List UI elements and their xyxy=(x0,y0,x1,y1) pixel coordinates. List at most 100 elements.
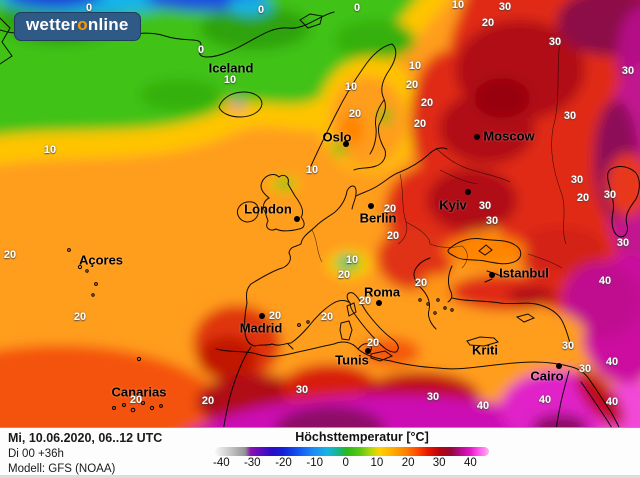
temperature-legend: Höchsttemperatur [°C] -40 -30 -20 -10 0 10 20 3… xyxy=(212,430,489,471)
country-borders xyxy=(311,39,567,269)
temp-contour-label: 30 xyxy=(570,174,584,186)
city-label-oslo: Oslo xyxy=(322,129,352,145)
temp-contour-label: 20 xyxy=(383,203,397,215)
city-dot-cairo xyxy=(556,363,562,369)
city-label-canarias: Canarias xyxy=(111,384,167,400)
temp-contour-label: 20 xyxy=(73,311,87,323)
temp-contour-label: 40 xyxy=(538,394,552,406)
city-label-moscow: Moscow xyxy=(483,128,535,144)
temp-contour-label: 10 xyxy=(451,0,465,11)
city-dot-madrid xyxy=(259,313,265,319)
temp-contour-label: 20 xyxy=(320,311,334,323)
city-label-aores: Açores xyxy=(78,252,124,268)
city-label-iceland: Iceland xyxy=(208,60,254,76)
city-dot-istanbul xyxy=(489,272,495,278)
legend-tick--10: -10 xyxy=(306,457,324,469)
model-run: Di 00 +36h xyxy=(8,448,64,460)
temp-contour-label: 20 xyxy=(576,192,590,204)
city-label-berlin: Berlin xyxy=(359,210,397,226)
temp-contour-label: 30 xyxy=(548,36,562,48)
city-dot-tunis xyxy=(365,348,371,354)
temp-contour-label: 10 xyxy=(344,81,358,93)
temp-contour-label: 10 xyxy=(305,164,319,176)
temp-contour-label: 20 xyxy=(414,277,428,289)
temp-contour-label: 30 xyxy=(478,200,492,212)
temp-contour-label: 20 xyxy=(3,249,17,261)
map-canvas xyxy=(0,0,640,427)
legend-tick-0: 0 xyxy=(342,457,349,469)
temp-contour-label: 30 xyxy=(485,215,499,227)
city-dot-berlin xyxy=(368,203,374,209)
city-label-madrid: Madrid xyxy=(239,320,283,336)
legend-color-bar xyxy=(215,447,489,456)
temp-contour-label: 20 xyxy=(413,118,427,130)
city-dot-london xyxy=(294,216,300,222)
temp-contour-label: 10 xyxy=(223,74,237,86)
temp-contour-label: 20 xyxy=(201,395,215,407)
temp-contour-label: 20 xyxy=(337,269,351,281)
temp-contour-label: 10 xyxy=(43,144,57,156)
city-dot-roma xyxy=(376,300,382,306)
model-name: Modell: GFS (NOAA) xyxy=(8,463,116,475)
city-label-kyiv: Kyiv xyxy=(439,197,467,213)
temperature-map: Iceland Oslo Moscow London Berlin Kyiv Açores I… xyxy=(0,0,640,427)
temp-contour-label: 40 xyxy=(476,400,490,412)
map-label-layer: Iceland Oslo Moscow London Berlin Kyiv Açores I… xyxy=(3,0,635,412)
legend-tick-10: 10 xyxy=(370,457,384,469)
legend-tick--20: -20 xyxy=(275,457,292,469)
temp-contour-label: 40 xyxy=(605,396,619,408)
valid-datetime: Mi, 10.06.2020, 06..12 UTC xyxy=(8,431,163,445)
temp-contour-label: 40 xyxy=(605,356,619,368)
temp-contour-label: 20 xyxy=(386,230,400,242)
temp-contour-label: 30 xyxy=(621,65,635,77)
logo-text-part2: nline xyxy=(87,15,129,34)
temp-contour-label: 0 xyxy=(197,44,205,56)
temp-contour-label: 20 xyxy=(405,79,419,91)
legend-tick-20: 20 xyxy=(401,457,415,469)
city-label-istanbul: Istanbul xyxy=(499,265,549,281)
temp-contour-label: 30 xyxy=(578,363,592,375)
logo-text-accent: o xyxy=(77,15,88,34)
legend-tick--40: -40 xyxy=(212,457,230,469)
small-islands xyxy=(67,248,454,413)
logo-text-part1: wetter xyxy=(26,15,78,34)
legend-tick-40: 40 xyxy=(463,457,477,469)
temp-contour-label: 30 xyxy=(295,384,309,396)
wetteronline-logo: wetteronline xyxy=(14,12,141,41)
city-dot-kyiv xyxy=(465,189,471,195)
temp-contour-label: 0 xyxy=(85,2,93,14)
temp-contour-label: 10 xyxy=(408,60,422,72)
temp-contour-label: 10 xyxy=(345,254,359,266)
temp-contour-label: 0 xyxy=(353,2,361,14)
temp-contour-label: 20 xyxy=(129,394,143,406)
temp-contour-label: 30 xyxy=(426,391,440,403)
temp-contour-label: 40 xyxy=(598,275,612,287)
city-label-cairo: Cairo xyxy=(530,368,564,384)
city-label-kriti: Kriti xyxy=(472,342,498,358)
temp-contour-label: 30 xyxy=(561,340,575,352)
city-label-london: London xyxy=(244,201,292,217)
temp-contour-label: 20 xyxy=(366,337,380,349)
temp-contour-label: 20 xyxy=(348,108,362,120)
temp-contour-label: 20 xyxy=(358,295,372,307)
temp-contour-label: 30 xyxy=(563,110,577,122)
city-label-roma: Roma xyxy=(363,284,401,300)
footer-bar: Mi, 10.06.2020, 06..12 UTC Di 00 +36h Mo… xyxy=(0,427,640,478)
legend-tick-30: 30 xyxy=(432,457,446,469)
temp-contour-label: 30 xyxy=(603,189,617,201)
city-dot-moscow xyxy=(474,134,480,140)
forecast-meta: Mi, 10.06.2020, 06..12 UTC Di 00 +36h Mo… xyxy=(8,431,162,475)
city-dot-oslo xyxy=(343,141,349,147)
legend-title: Höchsttemperatur [°C] xyxy=(295,430,429,444)
temp-contour-label: 0 xyxy=(257,4,265,16)
temp-contour-label: 20 xyxy=(420,97,434,109)
temp-contour-label: 30 xyxy=(498,1,512,13)
temp-contour-label: 20 xyxy=(481,17,495,29)
legend-tick--30: -30 xyxy=(243,457,261,469)
temp-contour-label: 20 xyxy=(268,310,282,322)
temperature-field xyxy=(0,0,640,427)
legend-ticks: -40 -30 -20 -10 0 10 20 30 40 xyxy=(212,457,489,471)
city-label-tunis: Tunis xyxy=(335,352,369,368)
temp-contour-label: 30 xyxy=(616,237,630,249)
